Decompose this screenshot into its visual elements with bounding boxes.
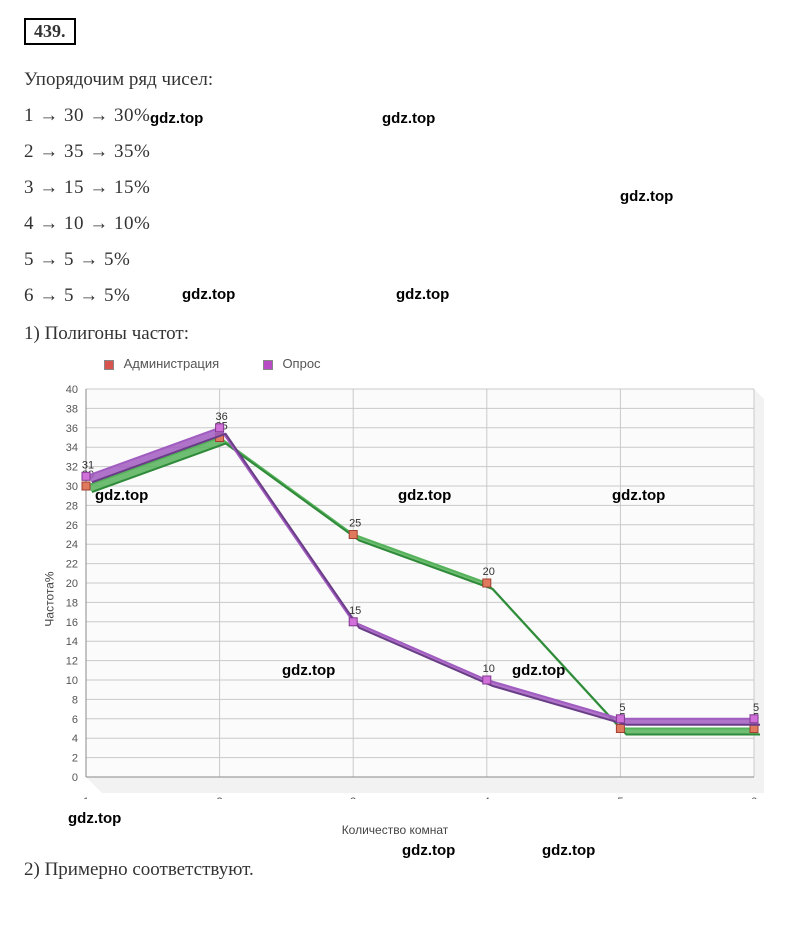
legend-label-b: Опрос (282, 356, 320, 371)
subheading-2: 2) Примерно соответствуют. (24, 859, 766, 881)
problem-number: 439. (24, 18, 76, 45)
svg-text:34: 34 (66, 442, 78, 454)
svg-text:10: 10 (66, 675, 78, 687)
svg-text:26: 26 (66, 520, 78, 532)
svg-text:6: 6 (72, 714, 78, 726)
svg-text:16: 16 (66, 617, 78, 629)
y-axis-label: Частота% (43, 571, 57, 626)
chart-legend: Администрация Опрос (104, 355, 766, 371)
svg-text:31: 31 (82, 459, 94, 471)
legend-swatch-a (104, 360, 114, 370)
svg-text:20: 20 (66, 578, 78, 590)
svg-text:40: 40 (66, 384, 78, 396)
legend-item-b: Опрос (263, 356, 321, 371)
svg-text:1: 1 (83, 796, 89, 799)
legend-swatch-b (263, 360, 273, 370)
svg-text:5: 5 (617, 796, 623, 799)
watermark: gdz.top (402, 842, 455, 859)
svg-text:2: 2 (72, 753, 78, 765)
svg-text:12: 12 (66, 656, 78, 668)
data-row-4: 4 → 10 → 10% (24, 213, 766, 235)
data-rows-block: 1 → 30 → 30% 2 → 35 → 35% 3 → 15 → 15% 4 → … (24, 105, 766, 307)
x-axis-label: Количество комнат (24, 823, 766, 837)
svg-text:28: 28 (66, 500, 78, 512)
svg-text:36: 36 (215, 411, 227, 423)
svg-text:18: 18 (66, 597, 78, 609)
svg-text:14: 14 (66, 636, 78, 648)
svg-text:15: 15 (349, 605, 361, 617)
data-row-6: 6 → 5 → 5% (24, 285, 766, 307)
data-row-3: 3 → 15 → 15% (24, 177, 766, 199)
svg-text:5: 5 (753, 702, 759, 714)
svg-text:5: 5 (619, 702, 625, 714)
data-row-1: 1 → 30 → 30% (24, 105, 766, 127)
svg-text:0: 0 (72, 772, 78, 784)
svg-text:38: 38 (66, 403, 78, 415)
watermark: gdz.top (542, 842, 595, 859)
subheading-1: 1) Полигоны частот: (24, 323, 766, 345)
svg-text:36: 36 (66, 423, 78, 435)
legend-item-a: Администрация (104, 356, 219, 371)
legend-label-a: Администрация (124, 356, 220, 371)
frequency-polygon-chart: 0246810121416182022242628303234363840123… (24, 379, 764, 799)
svg-text:32: 32 (66, 462, 78, 474)
svg-text:3: 3 (350, 796, 356, 799)
svg-text:2: 2 (217, 796, 223, 799)
svg-text:22: 22 (66, 559, 78, 571)
svg-text:6: 6 (751, 796, 757, 799)
data-row-5: 5 → 5 → 5% (24, 249, 766, 271)
svg-text:20: 20 (483, 566, 495, 578)
svg-text:10: 10 (483, 663, 495, 675)
svg-text:24: 24 (66, 539, 78, 551)
svg-text:25: 25 (349, 518, 361, 530)
chart-container: Частота% 0246810121416182022242628303234… (24, 379, 764, 819)
svg-text:4: 4 (72, 733, 78, 745)
data-row-2: 2 → 35 → 35% (24, 141, 766, 163)
intro-text: Упорядочим ряд чисел: (24, 69, 766, 91)
svg-text:30: 30 (66, 481, 78, 493)
svg-text:4: 4 (484, 796, 490, 799)
svg-text:8: 8 (72, 694, 78, 706)
